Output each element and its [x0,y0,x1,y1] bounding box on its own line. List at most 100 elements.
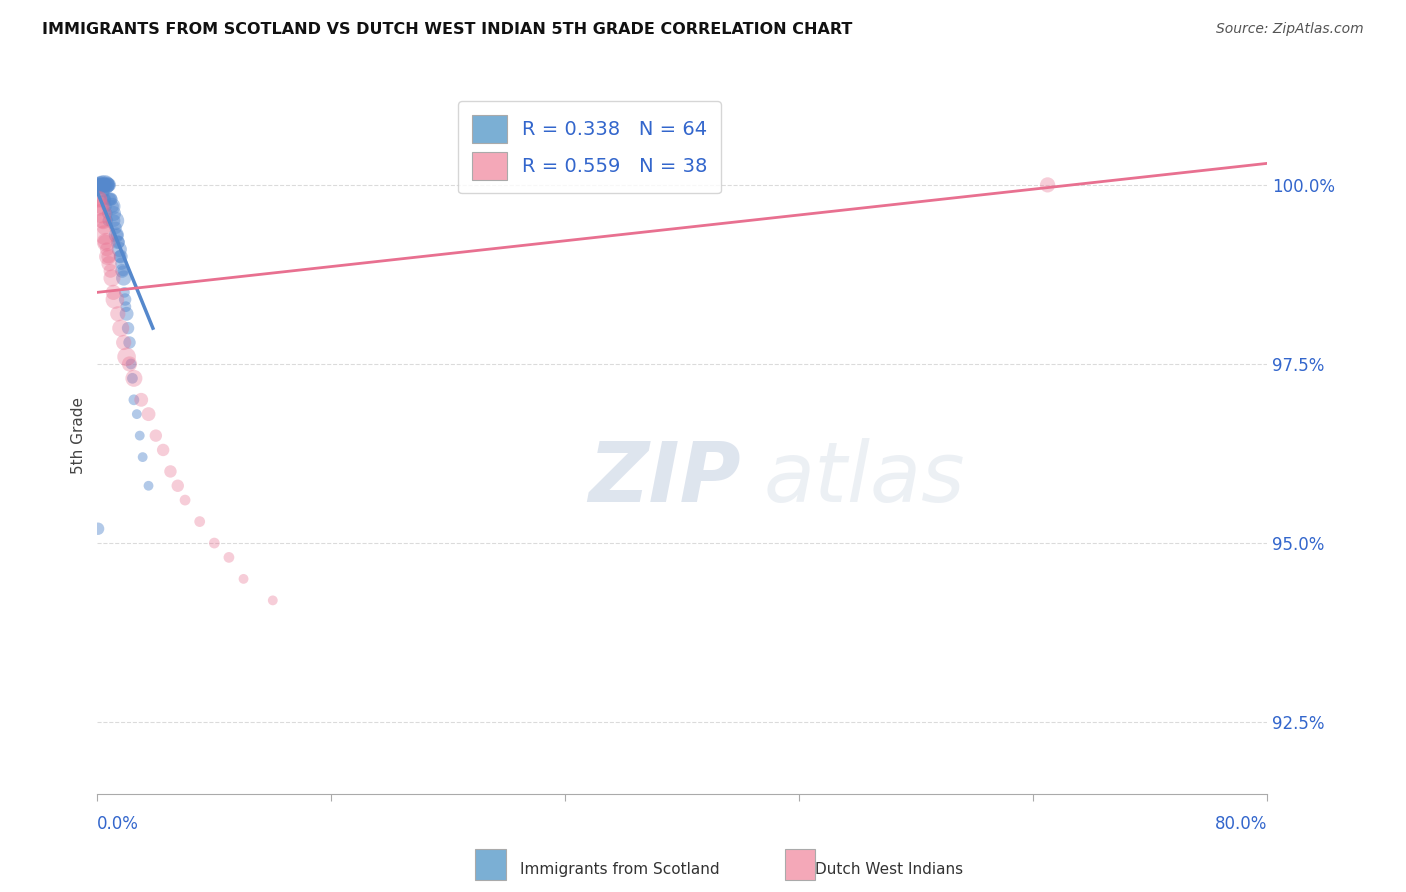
Point [108,243,131,257]
Point [138,479,160,493]
Point [262,593,284,607]
Point [91,178,114,192]
Point [120,357,142,371]
Point [94,178,117,192]
Point [89,178,111,192]
Y-axis label: 5th Grade: 5th Grade [72,397,86,475]
Point [94,235,117,250]
Point [166,479,188,493]
Point [87,178,110,192]
Point [129,392,152,407]
Point [111,264,134,278]
Text: 0.0%: 0.0% [97,815,139,833]
Point [91,178,114,192]
Point [91,213,114,227]
Point [104,213,127,227]
Point [128,428,150,442]
Point [105,227,128,242]
Point [94,235,117,250]
Point [122,371,145,385]
Point [101,199,124,213]
Point [110,250,132,264]
Point [93,178,115,192]
Point [104,293,127,307]
Point [97,250,120,264]
Point [138,407,160,421]
Legend: R = 0.338   N = 64, R = 0.559   N = 38: R = 0.338 N = 64, R = 0.559 N = 38 [458,102,721,194]
Point [118,357,141,371]
Point [159,465,181,479]
Point [94,192,117,206]
Point [89,199,111,213]
Point [218,550,240,565]
Point [101,199,124,213]
Point [131,450,153,464]
Point [121,371,143,385]
Point [90,178,112,192]
Point [91,178,114,192]
Point [122,392,145,407]
Point [90,178,112,192]
Point [115,307,138,321]
Point [89,178,111,192]
Text: 80.0%: 80.0% [1215,815,1267,833]
Text: Immigrants from Scotland: Immigrants from Scotland [520,863,720,877]
Point [87,178,110,192]
Point [1036,178,1059,192]
Point [118,335,141,350]
Point [90,178,112,192]
Point [202,536,225,550]
Point [103,206,125,220]
Point [100,192,122,206]
Point [115,300,138,314]
Point [107,235,129,250]
Point [145,428,167,442]
Point [100,192,122,206]
Point [93,220,115,235]
Point [87,178,110,192]
Point [93,185,115,199]
Point [115,350,138,364]
Point [112,335,135,350]
Text: IMMIGRANTS FROM SCOTLAND VS DUTCH WEST INDIAN 5TH GRADE CORRELATION CHART: IMMIGRANTS FROM SCOTLAND VS DUTCH WEST I… [42,22,852,37]
Point [98,178,121,192]
Point [93,185,115,199]
Point [232,572,254,586]
Text: ZIP: ZIP [589,438,741,519]
Point [107,307,129,321]
Point [93,227,115,242]
Point [93,178,115,192]
Point [90,178,112,192]
Point [112,285,135,300]
Point [112,271,135,285]
Point [97,178,120,192]
Point [110,257,132,271]
Point [103,213,125,227]
Point [96,199,118,213]
Point [94,178,117,192]
Point [87,192,110,206]
Point [111,264,134,278]
Point [90,206,112,220]
Point [97,250,120,264]
Point [188,515,211,529]
Point [96,243,118,257]
Point [97,178,120,192]
Point [90,199,112,213]
Text: Source: ZipAtlas.com: Source: ZipAtlas.com [1216,22,1364,37]
Point [96,206,118,220]
Text: atlas: atlas [763,438,966,519]
Point [103,285,125,300]
Point [94,192,117,206]
Point [108,250,131,264]
Point [97,213,120,227]
Point [89,192,111,206]
Point [105,227,128,242]
Point [101,271,124,285]
Point [107,235,129,250]
Point [104,220,127,235]
Point [87,178,110,192]
Point [152,442,174,457]
Point [114,293,136,307]
Point [110,321,132,335]
